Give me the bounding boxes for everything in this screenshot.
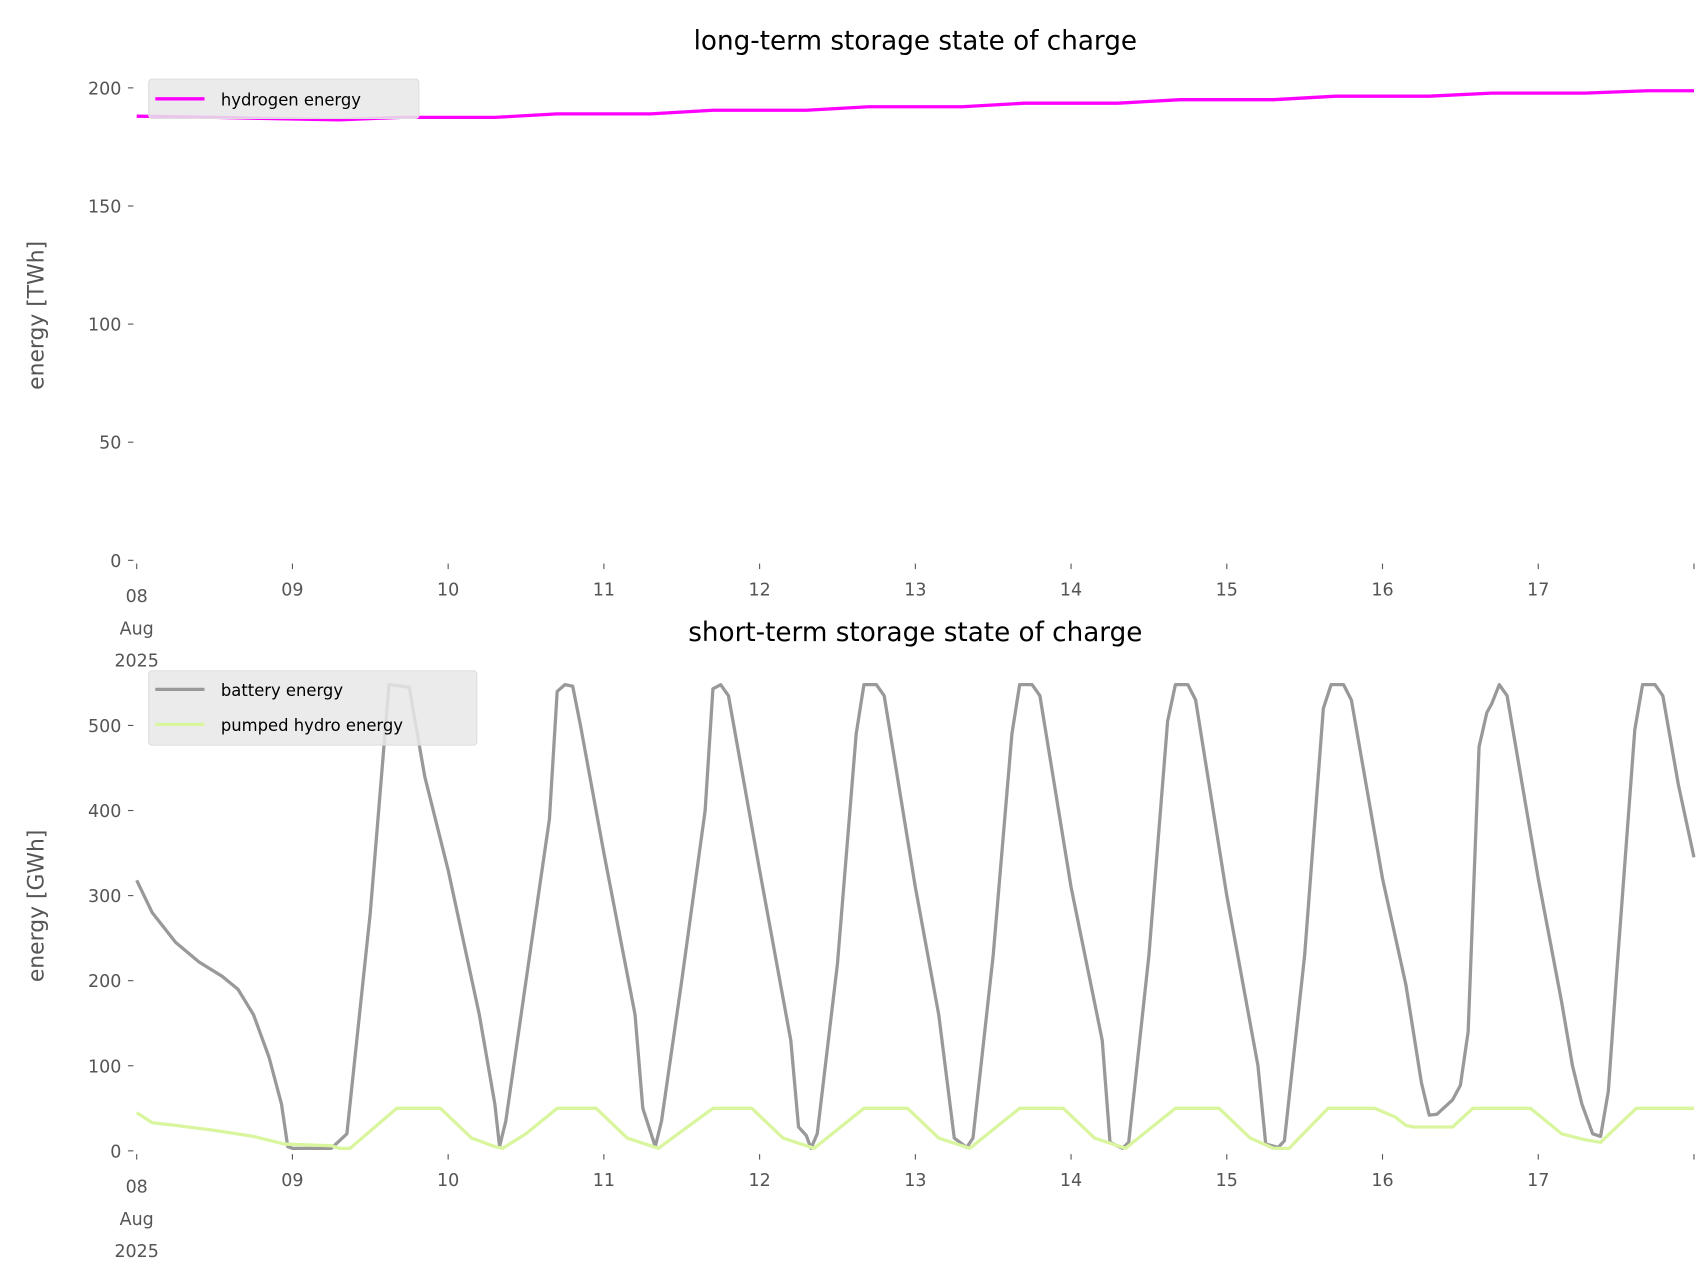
x-tick-label: 08 [126, 587, 148, 607]
y-tick-label: 150 [88, 198, 121, 218]
y-tick-label: 300 [88, 887, 121, 907]
series-line-battery-energy [135, 683, 1696, 1150]
chart-title: long-term storage state of charge [694, 27, 1137, 57]
x-tick-label: 16 [1371, 1171, 1393, 1191]
x-tick-label: 17 [1527, 580, 1549, 600]
x-tick-label: 10 [437, 1171, 459, 1191]
x-tick-label: 16 [1371, 580, 1393, 600]
legend: battery energy pumped hydro energy [148, 670, 478, 746]
x-tick-label: 13 [904, 1171, 926, 1191]
long-term-panel: long-term storage state of charge energy… [25, 27, 1695, 671]
x-tick-label: 11 [593, 580, 615, 600]
y-tick-label: 50 [99, 434, 121, 454]
x-tick-label: 09 [281, 580, 303, 600]
y-axis-label: energy [GWh] [25, 830, 50, 983]
legend-label-hydrogen: hydrogen energy [221, 90, 361, 109]
y-axis-label: energy [TWh] [25, 241, 50, 390]
x-ticks: 08 09 10 11 12 13 14 15 16 17 Aug 2025 [114, 563, 1695, 671]
x-tick-label-extra: Aug [120, 1210, 154, 1230]
series-line-pumped-hydro-energy [135, 1106, 1694, 1150]
x-tick-label: 14 [1060, 1171, 1082, 1191]
x-tick-label: 13 [904, 580, 926, 600]
x-tick-label: 12 [748, 1171, 770, 1191]
x-tick-label: 12 [748, 580, 770, 600]
short-term-panel: short-term storage state of charge energ… [25, 618, 1696, 1262]
x-tick-label: 14 [1060, 580, 1082, 600]
y-ticks: 0 50 100 150 200 [88, 79, 134, 572]
y-tick-label: 200 [88, 79, 121, 99]
y-tick-label: 0 [110, 1142, 121, 1162]
y-tick-label: 500 [88, 717, 121, 737]
y-tick-label: 0 [110, 552, 121, 572]
x-tick-label-extra: 2025 [114, 651, 158, 671]
x-tick-label: 08 [126, 1177, 148, 1197]
x-tick-label-extra: 2025 [114, 1242, 158, 1262]
x-tick-label: 17 [1527, 1171, 1549, 1191]
legend-label-pumped-hydro: pumped hydro energy [221, 716, 403, 735]
x-tick-label: 15 [1216, 580, 1238, 600]
y-tick-label: 400 [88, 802, 121, 822]
y-tick-label: 200 [88, 972, 121, 992]
x-tick-label: 09 [281, 1171, 303, 1191]
x-tick-label: 10 [437, 580, 459, 600]
legend-label-battery: battery energy [221, 681, 343, 700]
y-ticks: 0 100 200 300 400 500 [88, 717, 134, 1162]
x-tick-label: 15 [1216, 1171, 1238, 1191]
legend: hydrogen energy [148, 78, 420, 120]
x-ticks: 08 09 10 11 12 13 14 15 16 17 Aug 2025 [114, 1154, 1695, 1262]
series-lines [135, 683, 1696, 1150]
chart-title: short-term storage state of charge [688, 618, 1142, 648]
x-tick-label-extra: Aug [120, 620, 154, 640]
y-tick-label: 100 [88, 1057, 121, 1077]
y-tick-label: 100 [88, 316, 121, 336]
x-tick-label: 11 [593, 1171, 615, 1191]
